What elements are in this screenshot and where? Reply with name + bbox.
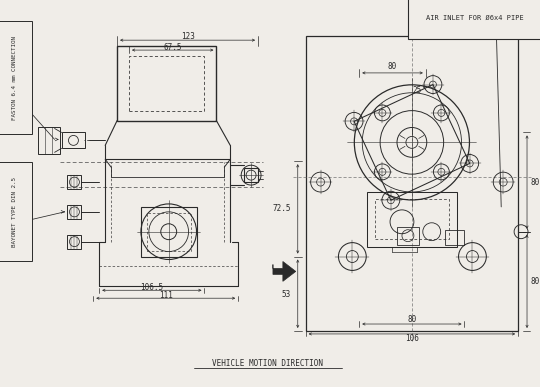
Bar [38, 127, 59, 154]
Text: 25': 25' [413, 86, 427, 95]
Bar [141, 207, 197, 257]
Text: 123: 123 [181, 32, 194, 41]
Bar [397, 227, 419, 245]
Text: 67.5: 67.5 [164, 43, 182, 51]
Polygon shape [273, 262, 296, 281]
Text: 80: 80 [531, 178, 540, 187]
Bar [367, 192, 456, 247]
Text: 106.5: 106.5 [140, 283, 164, 292]
Bar [68, 205, 82, 219]
Text: VEHICLE MOTION DIRECTION: VEHICLE MOTION DIRECTION [212, 359, 323, 368]
Text: 72.5: 72.5 [272, 204, 291, 213]
Bar [68, 175, 82, 189]
Text: 80: 80 [407, 315, 416, 324]
Bar [62, 132, 85, 148]
Text: 106: 106 [405, 334, 419, 343]
Text: 53: 53 [281, 290, 291, 299]
Text: FASTON 6.4 mm CONNECTION: FASTON 6.4 mm CONNECTION [12, 36, 17, 120]
Bar [117, 46, 217, 121]
Bar [147, 213, 191, 250]
Text: BAYONET TYPE DIN 2.5: BAYONET TYPE DIN 2.5 [12, 177, 17, 247]
Bar [444, 230, 464, 245]
Text: 111: 111 [159, 291, 173, 300]
Text: 80: 80 [388, 62, 397, 72]
Bar [68, 235, 82, 248]
Text: AIR INLET FOR Ø6x4 PIPE: AIR INLET FOR Ø6x4 PIPE [426, 15, 523, 21]
Bar [244, 168, 258, 182]
Bar [306, 36, 518, 331]
Text: 80: 80 [531, 277, 540, 286]
Bar [375, 199, 449, 239]
Bar [129, 56, 205, 111]
